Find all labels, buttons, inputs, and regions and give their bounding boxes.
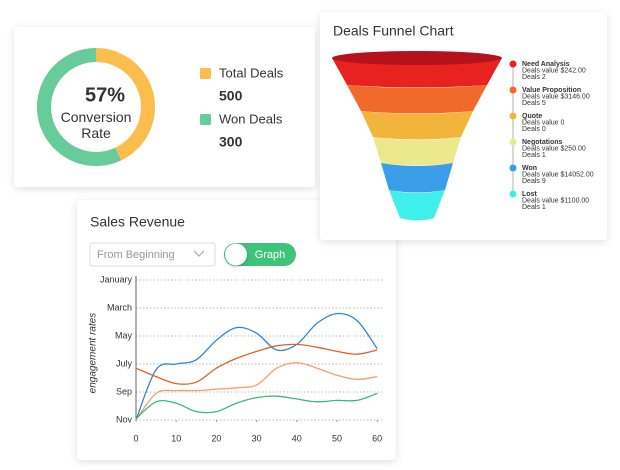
y-tick-label: Sep bbox=[116, 386, 132, 396]
stage-deals: Deals 9 bbox=[522, 178, 546, 185]
stage-name: Negotations bbox=[522, 139, 563, 146]
x-tick-label: 0 bbox=[133, 433, 138, 443]
legend-dot bbox=[509, 60, 517, 68]
legend-value: 500 bbox=[219, 88, 243, 104]
donut-card: 57% Total Deals 500 Won Deals 300 bbox=[14, 27, 315, 187]
dropdown-label: From Beginning bbox=[97, 249, 175, 261]
y-tick-label: May bbox=[115, 330, 133, 340]
legend-dot bbox=[509, 138, 517, 146]
y-tick-label: March bbox=[107, 302, 132, 312]
x-tick-label: 30 bbox=[252, 433, 262, 443]
legend-dot bbox=[509, 112, 517, 120]
stage-name: Value Proposition bbox=[522, 87, 581, 94]
x-tick-label: 10 bbox=[171, 433, 181, 443]
stage-value: Deals value $14052.00 bbox=[522, 171, 594, 178]
stage-value: Deals value $242.00 bbox=[522, 67, 586, 74]
legend-value: 300 bbox=[219, 134, 243, 150]
chevron bbox=[193, 250, 205, 257]
series-line bbox=[135, 361, 378, 421]
funnel-stage bbox=[373, 137, 461, 166]
funnel-stage bbox=[361, 111, 473, 140]
series-line bbox=[135, 312, 378, 421]
legend-swatch bbox=[200, 68, 211, 79]
stage-deals: Deals 1 bbox=[522, 204, 546, 211]
sales-card: Sales Revenue From Beginning Graph engag… bbox=[77, 200, 396, 460]
funnel-stage bbox=[332, 58, 502, 88]
funnel-top bbox=[332, 51, 502, 65]
legend-dot bbox=[509, 86, 517, 94]
series-line bbox=[135, 392, 378, 420]
stage-deals: Deals 0 bbox=[522, 126, 546, 133]
stage-deals: Deals 1 bbox=[522, 152, 546, 159]
stage-name: Need Analysis bbox=[522, 61, 570, 68]
stage-name: Won bbox=[522, 165, 537, 172]
legend-swatch bbox=[200, 114, 211, 125]
toggle-knob bbox=[225, 243, 247, 266]
y-tick-label: Nov bbox=[116, 414, 133, 424]
stage-deals: Deals 5 bbox=[522, 100, 546, 107]
stage-deals: Deals 2 bbox=[522, 74, 546, 81]
legend-dot bbox=[509, 190, 517, 198]
stage-value: Deals value $250.00 bbox=[522, 145, 586, 152]
ring-arc bbox=[37, 48, 122, 166]
series-line bbox=[135, 343, 378, 385]
stage-name: Quote bbox=[522, 113, 542, 120]
toggle-label: Graph bbox=[255, 249, 286, 261]
center-value: 57% bbox=[85, 84, 125, 106]
x-tick-label: 50 bbox=[332, 433, 342, 443]
legend-label: Total Deals bbox=[219, 65, 284, 80]
y-axis-label: engagement rates bbox=[88, 313, 99, 394]
y-tick-label: July bbox=[116, 358, 133, 368]
x-tick-label: 60 bbox=[372, 433, 382, 443]
center-label: Conversion Rate bbox=[60, 109, 132, 141]
stage-value: Deals value 0 bbox=[522, 119, 565, 126]
funnel-stage bbox=[381, 163, 453, 193]
x-tick-label: 20 bbox=[211, 433, 221, 443]
legend-label: Won Deals bbox=[219, 111, 283, 126]
dropdown[interactable] bbox=[89, 242, 216, 267]
chart-title: Deals Funnel Chart bbox=[333, 23, 454, 39]
stage-value: Deals value $3146.00 bbox=[522, 93, 590, 100]
stage-value: Deals value $1100.00 bbox=[522, 197, 589, 204]
stage-name: Lost bbox=[522, 191, 537, 198]
card bbox=[14, 27, 315, 187]
chart-title: Sales Revenue bbox=[90, 214, 185, 230]
funnel-stage bbox=[347, 85, 487, 114]
funnel-stage bbox=[389, 190, 445, 221]
y-tick-label: January bbox=[100, 274, 133, 284]
x-tick-label: 40 bbox=[292, 433, 302, 443]
legend-dot bbox=[509, 164, 517, 172]
